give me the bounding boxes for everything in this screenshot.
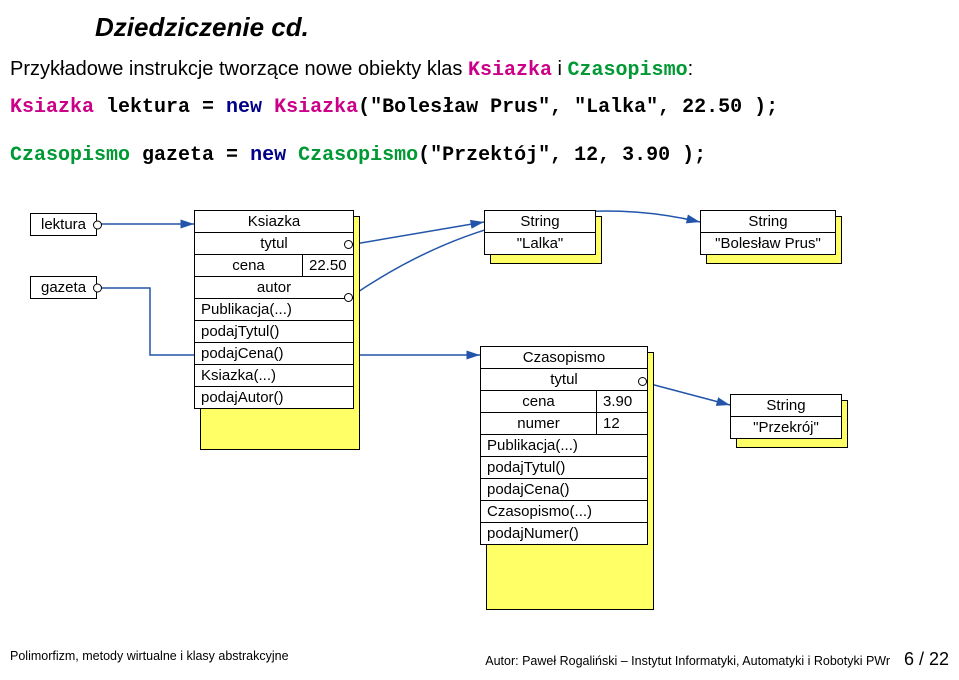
czas-box: Czasopismo tytul cena 3.90 numer 12 Publ… xyxy=(480,346,648,545)
footer: Polimorfizm, metody wirtualne i klasy ab… xyxy=(10,649,949,670)
page-title: Dziedziczenie cd. xyxy=(95,12,309,43)
ref-gazeta-label: gazeta xyxy=(41,279,86,296)
ksiazka-tytul-dot xyxy=(344,240,353,249)
string-prus: String "Bolesław Prus" xyxy=(700,210,836,255)
footer-right: Autor: Paweł Rogaliński – Instytut Infor… xyxy=(485,649,949,670)
code-line-1: Ksiazka lektura = new Ksiazka("Bolesław … xyxy=(10,96,778,119)
code2-args: ("Przektój", 12, 3.90 ); xyxy=(418,144,706,167)
code2-var: gazeta = xyxy=(130,144,250,167)
czas-tytul-dot xyxy=(638,377,647,386)
ksiazka-cena-value: 22.50 xyxy=(303,255,353,276)
czas-tytul: tytul xyxy=(481,369,647,391)
ref-gazeta-dot xyxy=(93,283,102,292)
code1-type: Ksiazka xyxy=(10,96,94,119)
ksiazka-title: Ksiazka xyxy=(195,211,353,233)
desc-mid: i xyxy=(552,58,568,80)
description: Przykładowe instrukcje tworzące nowe obi… xyxy=(10,58,693,82)
czas-cena-label: cena xyxy=(481,391,597,412)
string-lalka-type: String xyxy=(485,211,595,233)
czas-pc: podajCena() xyxy=(481,479,647,501)
czas-numer-row: numer 12 xyxy=(481,413,647,435)
ksiazka-k: Ksiazka(...) xyxy=(195,365,353,387)
ksiazka-autor-dot xyxy=(344,293,353,302)
czas-cena-value: 3.90 xyxy=(597,391,647,412)
czas-title: Czasopismo xyxy=(481,347,647,369)
code1-new: new xyxy=(226,96,262,119)
code-line-2: Czasopismo gazeta = new Czasopismo("Prze… xyxy=(10,144,706,167)
ksiazka-cena-label: cena xyxy=(195,255,303,276)
czas-cena-row: cena 3.90 xyxy=(481,391,647,413)
czas-numer-value: 12 xyxy=(597,413,647,434)
code1-var: lektura = xyxy=(94,96,226,119)
footer-left: Polimorfizm, metody wirtualne i klasy ab… xyxy=(10,649,289,670)
desc-ksiazka: Ksiazka xyxy=(468,59,552,82)
string-prus-type: String xyxy=(701,211,835,233)
ksiazka-pa: podajAutor() xyxy=(195,387,353,408)
ksiazka-cena-row: cena 22.50 xyxy=(195,255,353,277)
code1-args: ("Bolesław Prus", "Lalka", 22.50 ); xyxy=(358,96,778,119)
czas-pn: podajNumer() xyxy=(481,523,647,544)
string-lalka-value: "Lalka" xyxy=(485,233,595,254)
ref-lektura: lektura xyxy=(30,213,97,236)
desc-czas: Czasopismo xyxy=(568,59,688,82)
desc-suf: : xyxy=(688,58,694,80)
code2-sp xyxy=(286,144,298,167)
czas-numer-label: numer xyxy=(481,413,597,434)
czas-pub: Publikacja(...) xyxy=(481,435,647,457)
string-lalka: String "Lalka" xyxy=(484,210,596,255)
string-prus-value: "Bolesław Prus" xyxy=(701,233,835,254)
desc-text: Przykładowe instrukcje tworzące nowe obi… xyxy=(10,58,468,80)
string-przekroj-value: "Przekrój" xyxy=(731,417,841,438)
code1-ctor: Ksiazka xyxy=(274,96,358,119)
ref-gazeta: gazeta xyxy=(30,276,97,299)
code2-type: Czasopismo xyxy=(10,144,130,167)
ksiazka-box: Ksiazka tytul cena 22.50 autor Publikacj… xyxy=(194,210,354,409)
footer-author: Autor: Paweł Rogaliński – Instytut Infor… xyxy=(485,654,890,668)
ksiazka-pt: podajTytul() xyxy=(195,321,353,343)
string-przekroj-type: String xyxy=(731,395,841,417)
czas-pt: podajTytul() xyxy=(481,457,647,479)
ksiazka-autor: autor xyxy=(195,277,353,299)
code1-sp xyxy=(262,96,274,119)
string-przekroj: String "Przekrój" xyxy=(730,394,842,439)
code2-new: new xyxy=(250,144,286,167)
ref-lektura-dot xyxy=(93,220,102,229)
ref-lektura-label: lektura xyxy=(41,216,86,233)
ksiazka-tytul: tytul xyxy=(195,233,353,255)
czas-cz: Czasopismo(...) xyxy=(481,501,647,523)
ksiazka-pub: Publikacja(...) xyxy=(195,299,353,321)
code2-ctor: Czasopismo xyxy=(298,144,418,167)
ksiazka-pc: podajCena() xyxy=(195,343,353,365)
footer-page: 6 / 22 xyxy=(904,649,949,669)
